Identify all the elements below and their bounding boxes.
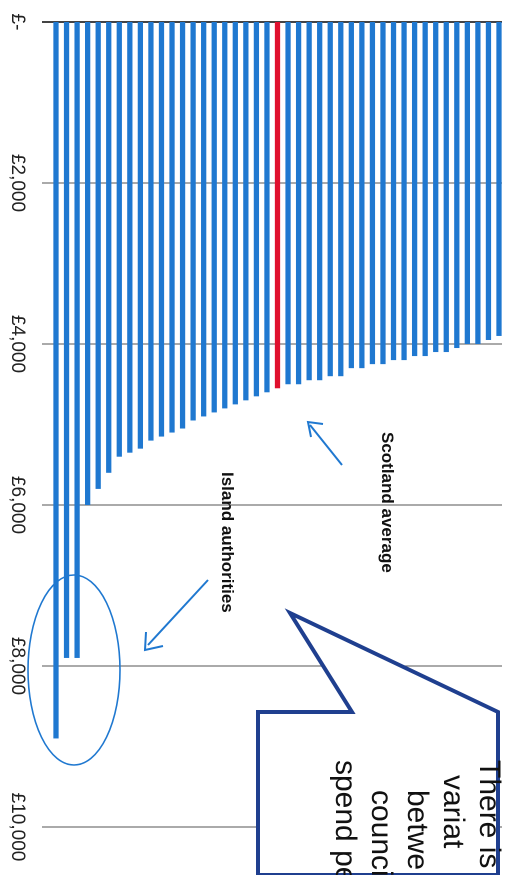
callout-bubble bbox=[256, 608, 500, 875]
bar bbox=[127, 22, 133, 453]
bar bbox=[95, 22, 101, 489]
bar bbox=[338, 22, 344, 377]
bar bbox=[243, 22, 249, 401]
bar bbox=[422, 22, 428, 357]
scotland-average-label: Scotland average bbox=[378, 432, 397, 573]
bar bbox=[285, 22, 291, 385]
bar bbox=[295, 22, 302, 385]
y-tick-label: £10,000 bbox=[7, 793, 28, 862]
bar bbox=[327, 22, 333, 377]
bar bbox=[411, 22, 418, 357]
y-tick-label: £8,000 bbox=[7, 637, 28, 695]
callout-line: spend pe bbox=[329, 760, 362, 875]
bar bbox=[464, 22, 470, 344]
bar bbox=[158, 22, 165, 437]
bar bbox=[211, 22, 217, 413]
bar bbox=[348, 22, 354, 369]
callout-line: counci bbox=[365, 790, 398, 875]
bar bbox=[63, 22, 70, 658]
bar bbox=[179, 22, 186, 429]
bar bbox=[222, 22, 228, 409]
island-authorities-label: Island authorities bbox=[218, 472, 237, 613]
bar bbox=[369, 22, 376, 365]
bar bbox=[306, 22, 312, 381]
y-tick-label: £2,000 bbox=[7, 154, 28, 212]
bar bbox=[401, 22, 407, 361]
bar bbox=[169, 22, 175, 433]
bar bbox=[433, 22, 439, 353]
bar bbox=[137, 22, 144, 449]
island-arrow-head bbox=[143, 631, 164, 652]
bar bbox=[380, 22, 386, 365]
bar bbox=[148, 22, 154, 441]
bar bbox=[253, 22, 260, 397]
bar bbox=[454, 22, 460, 349]
callout-line: betwe bbox=[401, 790, 434, 870]
bar bbox=[85, 22, 91, 505]
bar bbox=[443, 22, 449, 353]
island-arrow bbox=[147, 579, 209, 646]
bar bbox=[201, 22, 207, 417]
scotland-avg-arrow-head bbox=[306, 420, 324, 438]
bar bbox=[390, 22, 397, 361]
island-authorities-ellipse bbox=[27, 574, 121, 766]
annotations: Scotland average Island authorities Ther… bbox=[27, 420, 506, 875]
y-tick-label: £- bbox=[7, 14, 28, 31]
scotland-avg-arrow bbox=[309, 424, 343, 466]
bar bbox=[53, 22, 59, 739]
bar bbox=[475, 22, 481, 344]
y-tick-label: £6,000 bbox=[7, 476, 28, 534]
bar bbox=[485, 22, 492, 340]
y-tick-labels: £- £2,000 £4,000 £6,000 £8,000 £10,000 bbox=[7, 14, 28, 862]
bar bbox=[116, 22, 122, 457]
callout-line: variat bbox=[437, 775, 470, 849]
bar bbox=[190, 22, 196, 421]
bars bbox=[53, 22, 502, 739]
bar bbox=[74, 22, 80, 658]
y-tick-label: £4,000 bbox=[7, 315, 28, 373]
bar bbox=[232, 22, 238, 405]
bar bbox=[359, 22, 365, 369]
bar bbox=[317, 22, 323, 381]
bar bbox=[264, 22, 270, 393]
bar-scotland-average bbox=[274, 22, 281, 389]
bar bbox=[496, 22, 502, 336]
bar bbox=[106, 22, 112, 473]
callout-line: There is bbox=[473, 760, 506, 868]
